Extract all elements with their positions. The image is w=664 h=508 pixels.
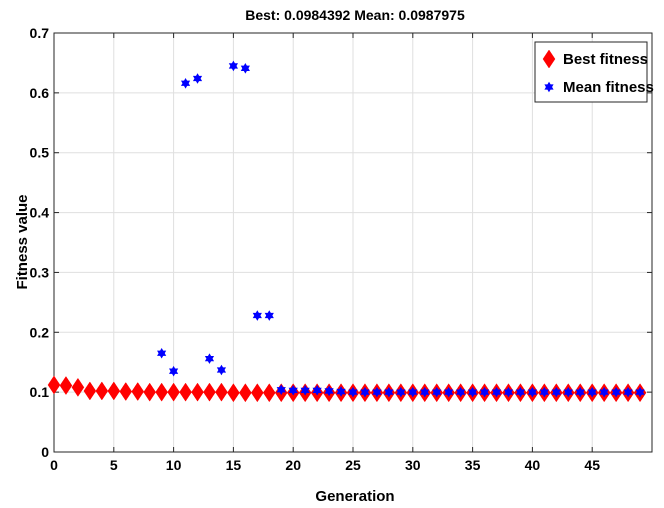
y-tick-label: 0.7	[30, 25, 50, 41]
mean-fitness-point	[587, 386, 597, 398]
x-tick-label: 40	[525, 457, 541, 473]
best-fitness-point	[191, 382, 204, 402]
mean-fitness-point	[599, 386, 609, 398]
legend-diamond-icon	[542, 49, 556, 69]
mean-fitness-point	[396, 386, 406, 398]
mean-fitness-point	[276, 384, 286, 396]
y-tick-label: 0	[41, 444, 49, 460]
best-fitness-point	[251, 383, 264, 403]
x-axis-title: Generation	[315, 488, 394, 505]
legend-label-best-fitness: Best fitness	[563, 51, 648, 68]
best-fitness-point	[143, 382, 156, 402]
mean-fitness-point	[515, 386, 526, 398]
mean-fitness-point	[300, 385, 310, 396]
best-fitness-point	[131, 382, 145, 401]
mean-fitness-point	[372, 386, 382, 398]
best-fitness-point	[203, 382, 216, 402]
best-fitness-point	[47, 375, 61, 395]
best-fitness-point	[227, 383, 240, 403]
x-tick-label: 20	[285, 457, 301, 473]
best-fitness-point	[239, 383, 252, 403]
best-fitness-point	[262, 383, 276, 403]
best-fitness-point	[95, 381, 109, 401]
best-fitness-point	[83, 381, 97, 401]
mean-fitness-point	[324, 385, 334, 397]
x-tick-label: 0	[50, 457, 58, 473]
mean-fitness-point	[503, 386, 514, 398]
mean-fitness-point	[635, 386, 645, 398]
data-series	[47, 60, 647, 403]
mean-fitness-point	[420, 386, 430, 398]
chart-legend: Best fitness Mean fitness	[534, 41, 654, 103]
best-fitness-point	[167, 382, 180, 402]
best-fitness-point	[179, 382, 192, 402]
x-tick-label: 15	[226, 457, 242, 473]
mean-fitness-point	[408, 386, 418, 398]
mean-fitness-point	[611, 386, 621, 398]
mean-fitness-point	[192, 73, 203, 84]
chart-title: Best: 0.0984392 Mean: 0.0987975	[245, 7, 465, 23]
mean-fitness-point	[228, 60, 238, 72]
mean-fitness-point	[157, 347, 167, 359]
best-fitness-point	[155, 382, 168, 402]
mean-fitness-point	[551, 386, 561, 398]
y-tick-label: 0.5	[30, 145, 50, 161]
x-tick-label: 25	[345, 457, 361, 473]
mean-fitness-point	[169, 365, 179, 377]
best-fitness-point	[119, 382, 133, 401]
mean-fitness-point	[444, 386, 454, 398]
mean-fitness-point	[180, 77, 191, 89]
legend-marker-best-fitness	[542, 49, 556, 69]
best-fitness-point	[215, 382, 228, 402]
best-fitness-point	[59, 376, 73, 396]
mean-fitness-point	[432, 386, 442, 398]
y-tick-label: 0.2	[30, 324, 50, 340]
mean-fitness-point	[479, 386, 490, 398]
series-mean-fitness	[157, 60, 645, 398]
legend-star-icon	[544, 81, 554, 93]
mean-fitness-point	[468, 386, 478, 398]
y-tick-label: 0.1	[30, 384, 50, 400]
mean-fitness-point	[264, 310, 274, 321]
axis-ticks: 0 5 10 15 20 25 30 35 40 45 0 0.1 0.2 0.3 0.4 0.5 0.6 0.7	[30, 25, 652, 473]
y-tick-label: 0.6	[30, 85, 50, 101]
x-tick-label: 35	[465, 457, 481, 473]
mean-fitness-point	[539, 386, 549, 398]
mean-fitness-point	[527, 386, 537, 398]
x-tick-label: 5	[110, 457, 118, 473]
best-fitness-point	[71, 377, 85, 397]
y-axis-title: Fitness value	[14, 194, 31, 289]
mean-fitness-point	[348, 386, 358, 398]
legend-box	[534, 41, 648, 103]
mean-fitness-point	[491, 386, 502, 398]
legend-marker-mean-fitness	[544, 81, 554, 93]
y-tick-label: 0.4	[30, 205, 50, 221]
x-tick-label: 30	[405, 457, 421, 473]
mean-fitness-point	[312, 385, 322, 396]
x-tick-label: 10	[166, 457, 182, 473]
mean-fitness-point	[288, 385, 298, 396]
mean-fitness-point	[216, 364, 227, 376]
mean-fitness-point	[456, 386, 466, 398]
mean-fitness-point	[252, 310, 262, 321]
legend-label-mean-fitness: Mean fitness	[563, 79, 654, 96]
mean-fitness-point	[240, 63, 250, 74]
best-fitness-point	[107, 381, 121, 401]
mean-fitness-point	[563, 386, 573, 398]
y-tick-label: 0.3	[30, 264, 50, 280]
mean-fitness-point	[360, 386, 370, 398]
mean-fitness-point	[384, 386, 394, 398]
x-tick-label: 45	[584, 457, 600, 473]
mean-fitness-point	[575, 386, 585, 398]
mean-fitness-point	[623, 386, 633, 398]
mean-fitness-point	[204, 353, 215, 364]
mean-fitness-point	[336, 386, 346, 397]
